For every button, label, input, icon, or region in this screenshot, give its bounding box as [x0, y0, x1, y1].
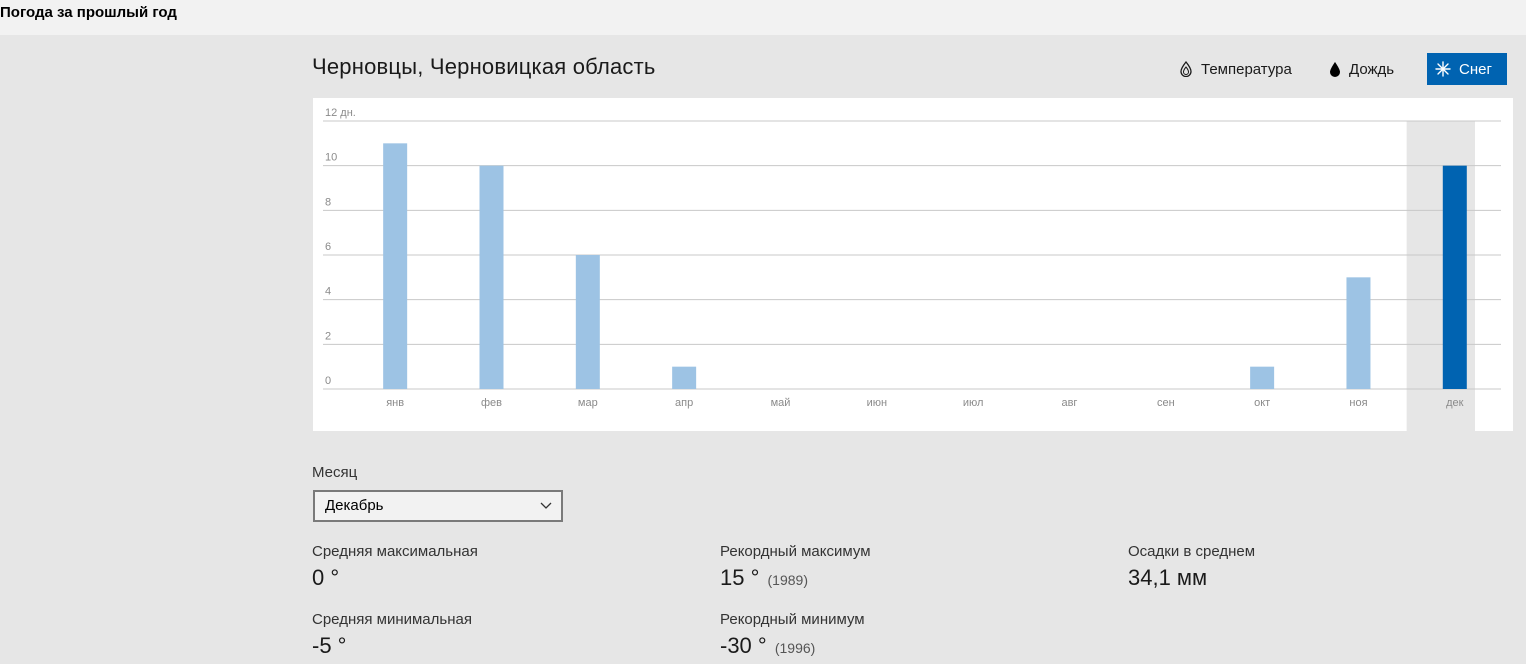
record-max-temp: 15 ° [720, 565, 760, 590]
precip-value: 34,1 мм [1128, 565, 1208, 590]
month-dropdown[interactable]: Декабрь [313, 490, 563, 522]
y-tick-label: 8 [325, 196, 331, 208]
record-max-year: (1989) [767, 572, 808, 588]
y-tick-label: 0 [325, 375, 331, 387]
snow-toggle-label: Снег [1459, 60, 1492, 78]
record-min-label: Рекордный минимум [720, 611, 865, 628]
x-tick-label: окт [1254, 397, 1270, 409]
precip-label: Осадки в среднем [1128, 543, 1256, 560]
month-label: Месяц [312, 464, 358, 481]
y-tick-label: 10 [325, 152, 337, 164]
x-tick-label: янв [386, 397, 404, 409]
record-max-label: Рекордный максимум [720, 543, 871, 560]
avg-min-label: Средняя минимальная [312, 611, 472, 628]
x-tick-label: мар [578, 397, 598, 409]
temperature-icon [1180, 61, 1192, 77]
snow-days-chart: 0 2 4 6 8 10 12 дн. янв фев мар апр май июн июл авг сен… [313, 98, 1513, 431]
title-bar: Погода за прошлый год [0, 0, 1526, 35]
rain-toggle-label: Дождь [1349, 60, 1395, 78]
x-tick-label: дек [1446, 397, 1464, 409]
x-tick-label: май [771, 397, 791, 409]
location-title: Черновцы, Черновицкая область [312, 54, 656, 79]
record-min-year: (1996) [774, 640, 816, 656]
raindrop-icon [1330, 62, 1340, 77]
temperature-toggle-label: Температура [1201, 60, 1292, 78]
app-title: Погода за прошлый год [0, 4, 177, 21]
temperature-toggle-button[interactable]: Температура [1169, 53, 1302, 85]
snowflake-icon [1435, 61, 1451, 77]
month-selected-value: Декабрь [325, 497, 384, 514]
bar [1442, 165, 1467, 389]
x-tick-label: сен [1157, 397, 1175, 409]
bar [1346, 277, 1371, 389]
chevron-down-icon [540, 502, 552, 509]
y-tick-label: 2 [325, 330, 331, 342]
snow-toggle-button[interactable]: Снег [1427, 53, 1507, 85]
x-tick-label: июл [963, 397, 984, 409]
y-tick-label: 6 [325, 241, 331, 253]
avg-max-label: Средняя максимальная [312, 543, 478, 560]
x-tick-label: фев [481, 397, 502, 409]
avg-max-value: 0 ° [312, 565, 340, 590]
y-tick-label: 12 дн. [325, 107, 356, 119]
bar [575, 255, 600, 389]
chart-canvas: 0 2 4 6 8 10 12 дн. янв фев мар апр май июн июл авг сен… [323, 107, 1501, 431]
y-tick-label: 4 [325, 286, 331, 298]
x-tick-label: июн [867, 397, 887, 409]
record-max-value: 15 ° (1989) [720, 565, 808, 591]
record-min-value: -30 ° (1996) [720, 633, 815, 659]
x-tick-label: авг [1061, 397, 1077, 409]
x-tick-label: ноя [1349, 397, 1367, 409]
avg-min-value: -5 ° [312, 633, 347, 658]
x-tick-label: апр [675, 397, 693, 409]
bar [1250, 366, 1275, 389]
bar [672, 366, 697, 389]
bar [479, 165, 504, 389]
rain-toggle-button[interactable]: Дождь [1319, 53, 1404, 85]
bar [383, 143, 408, 389]
record-min-temp: -30 ° [720, 633, 767, 658]
